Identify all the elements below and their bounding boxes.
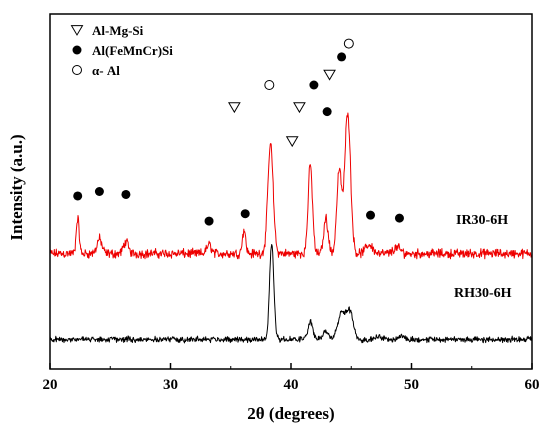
legend-symbol-0 <box>70 25 84 36</box>
legend-symbol-1 <box>72 45 82 55</box>
legend-label-2: α- Al <box>92 63 120 78</box>
phase-marker-circle-filled-15 <box>394 213 404 223</box>
legend-symbol-2 <box>72 65 82 75</box>
phase-marker-circle-open-13 <box>343 38 354 49</box>
x-axis-title: 2θ (degrees) <box>247 404 334 423</box>
series-line-0 <box>49 112 533 260</box>
phase-marker-triangle-down-open-11 <box>323 69 336 81</box>
phase-marker-triangle-down-open-8 <box>293 102 306 114</box>
phase-marker-circle-filled-12 <box>337 52 347 62</box>
x-tick-label-0: 20 <box>43 377 58 393</box>
phase-marker-circle-filled-1 <box>94 187 104 196</box>
phase-marker-circle-filled-3 <box>204 216 214 226</box>
phase-marker-circle-filled-9 <box>309 80 319 90</box>
x-tick-label-3: 50 <box>404 377 419 393</box>
y-axis-title: Intensity (a.u.) <box>7 134 26 240</box>
legend-label-1: Al(FeMnCr)Si <box>92 43 173 58</box>
phase-marker-circle-filled-4 <box>240 209 250 219</box>
phase-marker-circle-open-6 <box>264 80 275 90</box>
x-tick-label-1: 30 <box>163 377 178 393</box>
phase-marker-circle-filled-10 <box>322 107 332 117</box>
x-tick-label-2: 40 <box>284 377 299 393</box>
x-tick-label-4: 60 <box>525 377 540 393</box>
phase-marker-triangle-down-open-7 <box>285 136 299 148</box>
series-label-1: RH30-6H <box>454 286 512 301</box>
phase-marker-circle-filled-0 <box>73 191 83 201</box>
legend-label-0: Al-Mg-Si <box>92 23 144 38</box>
phase-marker-triangle-down-open-5 <box>227 102 241 114</box>
series-label-0: IR30-6H <box>456 213 508 228</box>
phase-marker-layer <box>73 38 404 226</box>
legend: Al-Mg-Si Al(FeMnCr)Si α- Al <box>70 23 173 78</box>
series-label-layer: IR30-6H RH30-6H <box>454 213 512 301</box>
series-layer <box>49 112 533 344</box>
tick-layer: 20 30 40 50 60 <box>43 363 540 393</box>
phase-marker-circle-filled-14 <box>366 210 376 220</box>
plot-frame <box>49 13 533 370</box>
series-line-1 <box>49 244 533 344</box>
phase-marker-circle-filled-2 <box>121 189 131 199</box>
